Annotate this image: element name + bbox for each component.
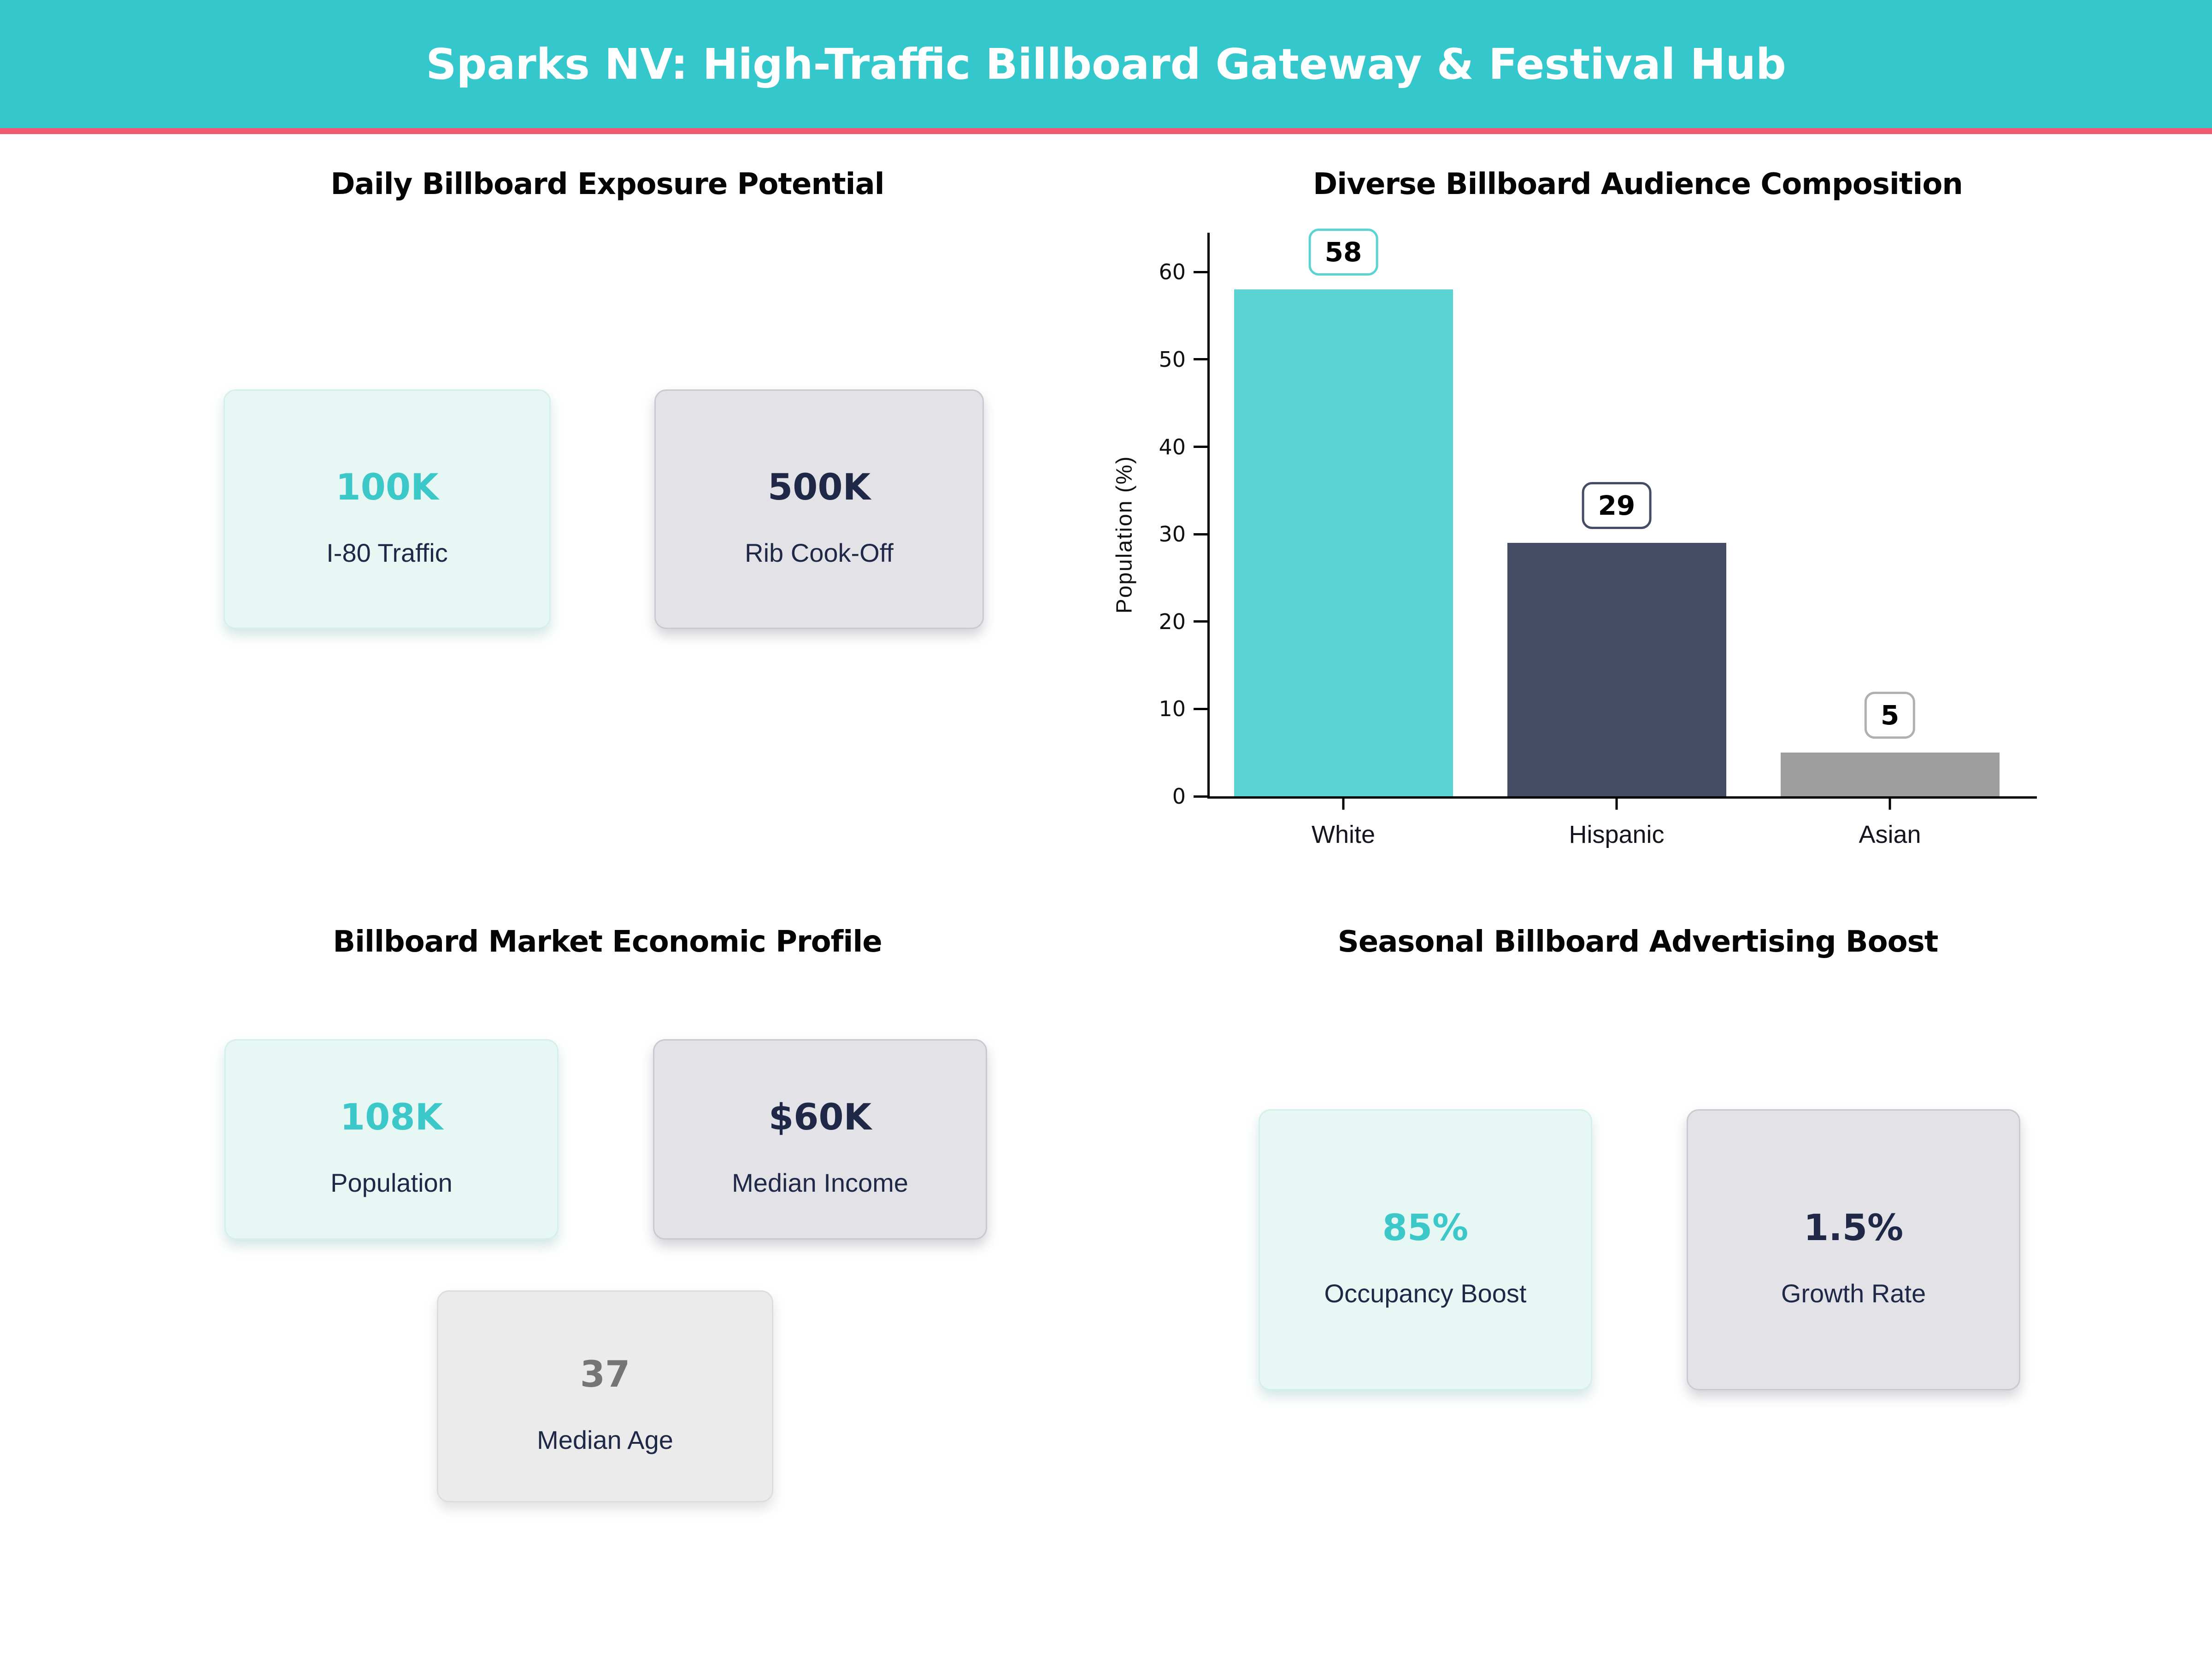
stat-label: Growth Rate (1781, 1278, 1926, 1308)
x-axis-tick (1615, 799, 1618, 810)
x-axis-tick (1342, 799, 1345, 810)
stat-label: Population (330, 1168, 453, 1197)
y-axis-tick (1194, 620, 1207, 623)
y-tick-label: 60 (1159, 259, 1186, 285)
app-header: Sparks NV: High-Traffic Billboard Gatewa… (0, 0, 2212, 128)
y-tick-label: 10 (1159, 696, 1186, 722)
section-title-audience: Diverse Billboard Audience Composition (1313, 167, 1963, 201)
section-title-exposure: Daily Billboard Exposure Potential (330, 167, 884, 201)
y-tick-label: 50 (1159, 347, 1186, 372)
section-title-seasonal: Seasonal Billboard Advertising Boost (1337, 925, 1939, 959)
stat-label: I-80 Traffic (326, 538, 448, 567)
stat-label: Median Age (537, 1425, 673, 1454)
y-axis-spine (1207, 233, 1210, 799)
y-axis-tick (1194, 271, 1207, 273)
stat-label: Occupancy Boost (1324, 1278, 1527, 1308)
bar-value-label-hispanic: 29 (1582, 482, 1652, 529)
stat-value: 85% (1382, 1207, 1469, 1249)
x-axis-spine (1207, 796, 2037, 799)
x-axis-tick (1888, 799, 1891, 810)
stat-value: $60K (768, 1097, 872, 1138)
stat-value: 100K (335, 466, 439, 508)
stat-value: 1.5% (1803, 1207, 1904, 1249)
x-tick-label-hispanic: Hispanic (1569, 821, 1665, 848)
y-tick-label: 0 (1172, 784, 1186, 809)
y-axis-tick (1194, 707, 1207, 710)
page-title: Sparks NV: High-Traffic Billboard Gatewa… (426, 39, 1786, 89)
stat-value: 500K (767, 466, 871, 508)
stat-label: Rib Cook-Off (745, 538, 894, 567)
x-tick-label-white: White (1311, 821, 1376, 848)
y-axis-tick (1194, 795, 1207, 798)
accent-divider (0, 128, 2212, 134)
y-axis-tick (1194, 533, 1207, 535)
stat-card-growth-rate: 1.5% Growth Rate (1687, 1109, 2020, 1390)
y-axis-title: Population (%) (1112, 455, 1137, 614)
stat-card-population: 108K Population (224, 1039, 559, 1240)
y-axis-tick (1194, 446, 1207, 448)
stat-card-median-age: 37 Median Age (437, 1290, 773, 1502)
y-tick-label: 30 (1159, 522, 1186, 547)
y-tick-label: 40 (1159, 434, 1186, 459)
bar-asian (1780, 753, 2000, 796)
y-tick-label: 20 (1159, 609, 1186, 634)
stat-card-median-income: $60K Median Income (653, 1039, 987, 1240)
bar-chart: 0 10 20 30 40 50 60 Population (%) 58 White 29 Hisp… (1112, 229, 2037, 848)
stat-label: Median Income (732, 1168, 908, 1197)
stat-value: 108K (340, 1097, 443, 1138)
bar-white (1234, 289, 1453, 796)
section-title-economic: Billboard Market Economic Profile (333, 925, 882, 959)
bar-value-label-white: 58 (1308, 229, 1378, 276)
stat-value: 37 (580, 1353, 630, 1395)
stat-card-rib-cook-off: 500K Rib Cook-Off (654, 389, 984, 629)
x-tick-label-asian: Asian (1859, 821, 1921, 848)
stat-card-occupancy-boost: 85% Occupancy Boost (1259, 1109, 1592, 1390)
stat-card-i80-traffic: 100K I-80 Traffic (224, 389, 551, 629)
bar-value-label-asian: 5 (1864, 692, 1916, 739)
y-axis-tick (1194, 358, 1207, 361)
bar-hispanic (1507, 543, 1726, 796)
